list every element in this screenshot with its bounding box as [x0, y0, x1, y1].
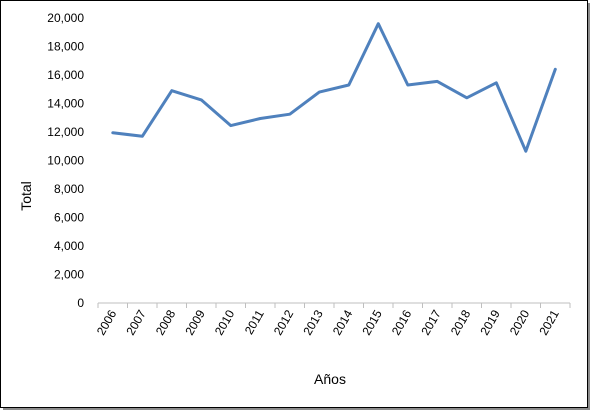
y-tick-label: 14,000 [47, 97, 84, 111]
x-tick-label: 2015 [359, 307, 385, 337]
x-tick-label: 2018 [448, 307, 474, 337]
x-tick-label: 2021 [536, 307, 562, 337]
x-tick-label: 2009 [182, 307, 208, 337]
x-tick-label: 2019 [477, 307, 503, 337]
x-tick-label: 2006 [94, 307, 120, 337]
y-tick-label: 20,000 [47, 11, 84, 25]
y-tick-label: 6,000 [54, 211, 84, 225]
x-tick-label: 2016 [389, 307, 415, 337]
series-line [111, 22, 557, 153]
x-tick-label: 2012 [271, 307, 297, 337]
x-tick-label: 2010 [212, 307, 238, 337]
x-tick-label: 2011 [242, 307, 267, 337]
x-tick-label: 2017 [418, 307, 444, 337]
x-axis-title: Años [314, 371, 346, 387]
x-tick-label: 2013 [300, 307, 326, 337]
x-axis-ticks: 2006 2007 2008 2009 2010 2011 2012 2013 2014 2015… [94, 303, 571, 338]
y-tick-label: 18,000 [47, 40, 84, 54]
x-tick-label: 2007 [123, 307, 149, 337]
y-tick-label: 0 [77, 296, 84, 310]
y-tick-label: 8,000 [54, 182, 84, 196]
x-tick-label: 2020 [507, 307, 533, 337]
y-axis-title: Total [18, 181, 34, 211]
y-tick-label: 16,000 [47, 68, 84, 82]
x-tick-label: 2008 [153, 307, 179, 337]
y-tick-label: 4,000 [54, 239, 84, 253]
y-tick-label: 10,000 [47, 154, 84, 168]
y-tick-label: 2,000 [54, 268, 84, 282]
y-tick-label: 12,000 [47, 125, 84, 139]
x-tick-label: 2014 [330, 307, 356, 337]
y-axis-ticks: 0 2,000 4,000 6,000 8,000 10,000 12,000 14,000 1… [47, 11, 84, 310]
